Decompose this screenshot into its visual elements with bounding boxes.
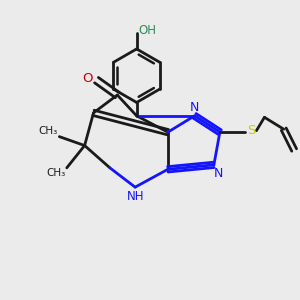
Text: O: O: [82, 72, 93, 85]
Text: NH: NH: [126, 190, 144, 202]
Text: CH₃: CH₃: [46, 168, 65, 178]
Text: N: N: [190, 101, 199, 114]
Text: CH₃: CH₃: [39, 126, 58, 136]
Text: S: S: [248, 124, 256, 137]
Text: N: N: [214, 167, 223, 180]
Text: OH: OH: [138, 24, 156, 37]
